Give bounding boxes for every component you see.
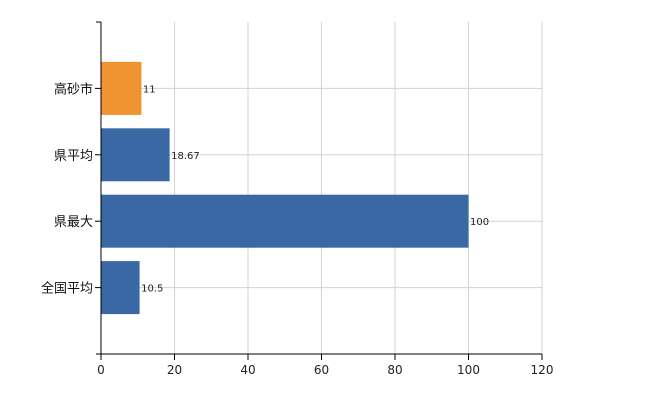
- x-tick-label: 40: [240, 363, 255, 377]
- bar-1: [101, 61, 142, 115]
- gridlines: [101, 22, 543, 354]
- bar-3: [101, 194, 469, 248]
- x-tick-label: 80: [387, 363, 402, 377]
- x-tick-label: 60: [314, 363, 329, 377]
- data-label: 11: [143, 84, 156, 95]
- category-label: 県平均: [54, 149, 93, 164]
- bars: [101, 61, 469, 315]
- data-label: 10.5: [141, 284, 163, 295]
- x-tick-label: 20: [167, 363, 182, 377]
- axes: [95, 21, 543, 360]
- category-label: 県最大: [54, 215, 93, 230]
- bar-2: [101, 128, 170, 182]
- x-tick-label: 120: [531, 363, 554, 377]
- bar-4: [101, 261, 140, 315]
- x-tick-label: 100: [457, 363, 480, 377]
- labels: 11 18.67 100 10.5 0 20 40 60 80 100 120 高砂市県平均県最大全国…: [41, 81, 553, 377]
- data-label: 100: [470, 217, 489, 228]
- category-label: 全国平均: [41, 281, 93, 297]
- category-label: 高砂市: [54, 81, 93, 97]
- data-label: 18.67: [171, 151, 200, 162]
- x-tick-label: 0: [97, 363, 105, 377]
